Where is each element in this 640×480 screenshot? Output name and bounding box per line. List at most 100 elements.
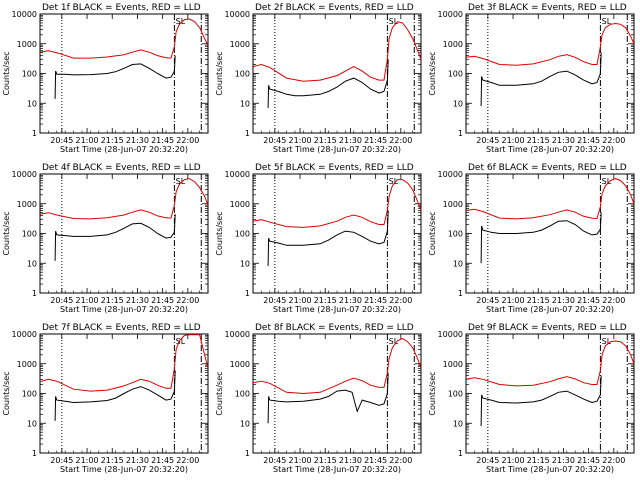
y-tick-label: 10 — [27, 99, 37, 108]
chart-panel-4: Det 4f BLACK = Events, RED = LLD 1 10 100 10… — [2, 163, 209, 314]
y-axis: 1 10 100 1000 10000 — [438, 330, 634, 458]
y-axis-label: Counts/sec — [2, 211, 11, 255]
y-tick-label: 10 — [240, 259, 250, 268]
panel-title: Det 6f BLACK = Events, RED = LLD — [468, 163, 627, 173]
x-tick-label: 21:30 — [126, 456, 149, 465]
x-tick-label: 21:30 — [126, 136, 149, 145]
x-tick-label: 21:30 — [339, 296, 362, 305]
y-tick-label: 1000 — [17, 360, 37, 369]
plot-frame — [465, 173, 635, 294]
x-tick-label: 21:00 — [502, 136, 525, 145]
series-line-lld — [465, 178, 635, 220]
panel-title: Det 8f BLACK = Events, RED = LLD — [255, 323, 414, 333]
x-axis: 20:45 21:00 21:15 21:30 21:45 22:00 — [252, 14, 422, 145]
series-line-lld — [252, 179, 422, 228]
x-tick-label: 21:00 — [76, 136, 99, 145]
y-tick-label: 100 — [22, 390, 37, 399]
x-tick-label: 21:30 — [552, 136, 575, 145]
y-axis-label: Counts/sec — [215, 51, 224, 95]
y-tick-label: 10000 — [225, 330, 250, 339]
panel-title: Det 7f BLACK = Events, RED = LLD — [42, 323, 201, 333]
series-line-events — [54, 214, 176, 261]
series-line-lld — [465, 22, 635, 66]
y-axis-label: Counts/sec — [428, 51, 437, 95]
y-tick-label: 10 — [240, 99, 250, 108]
y-tick-label: 1 — [32, 289, 37, 298]
x-tick-label: 21:30 — [552, 296, 575, 305]
x-tick-label: 22:00 — [602, 136, 625, 145]
y-tick-label: 1000 — [443, 360, 463, 369]
x-tick-label: 21:45 — [151, 136, 174, 145]
plot-frame — [252, 173, 422, 294]
y-tick-label: 1 — [245, 129, 250, 138]
y-tick-label: 1000 — [230, 200, 250, 209]
x-tick-label: 21:15 — [527, 456, 550, 465]
x-axis: 20:45 21:00 21:15 21:30 21:45 22:00 — [465, 334, 635, 465]
y-tick-label: 10 — [453, 259, 463, 268]
x-axis-label: Start Time (28-Jun-07 20:32:20) — [486, 145, 614, 154]
y-tick-label: 10000 — [438, 10, 463, 19]
y-tick-label: 100 — [448, 390, 463, 399]
overlap-label: SL — [176, 17, 186, 26]
y-tick-label: 10 — [240, 419, 250, 428]
x-tick-label: 21:00 — [502, 456, 525, 465]
x-tick-label: 21:15 — [101, 296, 124, 305]
y-axis: 1 10 100 1000 10000 — [12, 10, 208, 138]
x-tick-label: 21:00 — [502, 296, 525, 305]
y-tick-label: 10000 — [438, 330, 463, 339]
chart-panel-9: Det 9f BLACK = Events, RED = LLD 1 10 100 10… — [428, 323, 635, 474]
x-tick-label: 21:45 — [364, 136, 387, 145]
y-axis-label: Counts/sec — [428, 371, 437, 415]
y-tick-label: 1000 — [443, 200, 463, 209]
y-tick-label: 10000 — [438, 170, 463, 179]
x-axis-label: Start Time (28-Jun-07 20:32:20) — [60, 145, 188, 154]
y-tick-label: 100 — [235, 230, 250, 239]
x-tick-label: 21:15 — [527, 296, 550, 305]
x-tick-label: 21:00 — [289, 136, 312, 145]
panel-title: Det 5f BLACK = Events, RED = LLD — [255, 163, 414, 173]
y-tick-label: 10 — [453, 419, 463, 428]
y-axis: 1 10 100 1000 10000 — [225, 170, 421, 298]
series-line-lld — [39, 18, 209, 59]
plot-frame — [252, 13, 422, 134]
y-tick-label: 1000 — [17, 200, 37, 209]
x-axis-label: Start Time (28-Jun-07 20:32:20) — [60, 465, 188, 474]
x-tick-label: 22:00 — [176, 296, 199, 305]
x-tick-label: 20:45 — [263, 296, 286, 305]
y-tick-label: 10 — [453, 99, 463, 108]
x-tick-label: 22:00 — [602, 296, 625, 305]
x-axis: 20:45 21:00 21:15 21:30 21:45 22:00 — [465, 14, 635, 145]
chart-panel-2: Det 2f BLACK = Events, RED = LLD 1 10 100 10… — [215, 3, 422, 154]
x-axis-label: Start Time (28-Jun-07 20:32:20) — [486, 305, 614, 314]
x-tick-label: 21:45 — [577, 456, 600, 465]
y-axis: 1 10 100 1000 10000 — [438, 10, 634, 138]
x-tick-label: 21:45 — [364, 296, 387, 305]
series-line-events — [54, 370, 176, 421]
overlap-label: SL — [389, 337, 399, 346]
series-line-events — [480, 212, 602, 264]
x-tick-label: 20:45 — [476, 456, 499, 465]
y-axis-label: Counts/sec — [428, 211, 437, 255]
x-tick-label: 21:30 — [126, 296, 149, 305]
series-line-lld — [252, 21, 422, 82]
y-tick-label: 1 — [32, 129, 37, 138]
x-tick-label: 21:45 — [577, 136, 600, 145]
y-axis-label: Counts/sec — [2, 371, 11, 415]
y-tick-label: 10000 — [225, 170, 250, 179]
series-line-events — [267, 59, 389, 108]
y-tick-label: 10000 — [12, 170, 37, 179]
plot-frame — [465, 13, 635, 134]
x-tick-label: 20:45 — [476, 136, 499, 145]
chart-panel-5: Det 5f BLACK = Events, RED = LLD 1 10 100 10… — [215, 163, 422, 314]
series-line-lld — [465, 340, 635, 387]
x-tick-label: 22:00 — [389, 296, 412, 305]
x-tick-label: 20:45 — [50, 296, 73, 305]
x-tick-label: 21:30 — [339, 456, 362, 465]
chart-panel-7: Det 7f BLACK = Events, RED = LLD 1 10 100 10… — [2, 323, 209, 474]
x-tick-label: 21:45 — [364, 456, 387, 465]
y-tick-label: 100 — [22, 70, 37, 79]
x-tick-label: 21:15 — [101, 456, 124, 465]
x-tick-label: 21:45 — [151, 296, 174, 305]
y-tick-label: 1000 — [17, 40, 37, 49]
